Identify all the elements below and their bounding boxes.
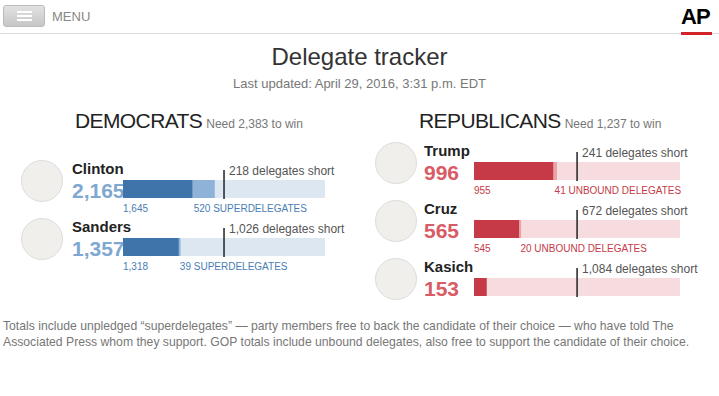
html-text:565: 565 [424,219,459,242]
html-text:Clinton: Clinton [72,160,124,177]
html-text:MENU: MENU [52,9,91,24]
svg-text:1,084 delegates short: 1,084 delegates short [582,262,698,276]
html-text:Last updated: April 29, 2016,: Last updated: April 29, 2016, 3:31 p.m. … [233,76,486,91]
svg-text:20 UNBOUND DELEGATES: 20 UNBOUND DELEGATES [520,243,647,254]
svg-text:545: 545 [474,243,491,254]
html-text:AP: AP [681,4,710,29]
svg-text:218 delegates short: 218 delegates short [229,164,335,178]
svg-text:1,318: 1,318 [123,261,148,272]
html-text:153: 153 [424,277,459,300]
svg-text:1,645: 1,645 [123,203,148,214]
html-text:DEMOCRATS Need 2,383 to win: DEMOCRATS Need 2,383 to win [75,109,303,132]
svg-text:955: 955 [474,185,491,196]
svg-text:520 SUPERDELEGATES: 520 SUPERDELEGATES [194,203,308,214]
html-text:REPUBLICANS Need 1,237 to win: REPUBLICANS Need 1,237 to win [419,109,662,132]
html-text:996: 996 [424,161,459,184]
svg-text:672 delegates short: 672 delegates short [582,204,688,218]
html-text:Kasich: Kasich [424,258,474,275]
svg-text:1,026 delegates short: 1,026 delegates short [229,222,345,236]
svg-text:39 SUPERDELEGATES: 39 SUPERDELEGATES [180,261,288,272]
html-text:Cruz: Cruz [424,200,458,217]
svg-text:41 UNBOUND DELEGATES: 41 UNBOUND DELEGATES [555,185,682,196]
html-text:Trump: Trump [424,142,470,159]
svg-text:241 delegates short: 241 delegates short [582,146,688,160]
html-text:2,165: 2,165 [72,179,125,202]
html-text:Delegate tracker: Delegate tracker [271,43,448,70]
html-text:Sanders: Sanders [72,218,132,235]
html-text:Totals include unpledged “supe: Totals include unpledged “superdelegates… [3,319,690,349]
html-text:1,357: 1,357 [72,237,125,260]
